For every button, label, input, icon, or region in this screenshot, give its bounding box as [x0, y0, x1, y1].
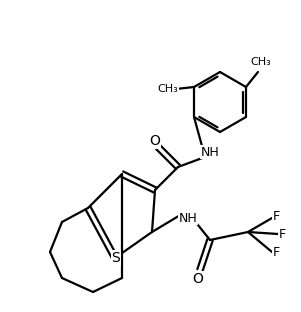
Text: F: F [278, 227, 286, 241]
Text: F: F [272, 246, 280, 260]
Text: CH₃: CH₃ [251, 57, 272, 67]
Text: S: S [112, 251, 120, 265]
Text: O: O [150, 134, 160, 148]
Text: CH₃: CH₃ [158, 84, 178, 94]
Text: NH: NH [178, 212, 197, 225]
Text: NH: NH [201, 145, 219, 158]
Text: F: F [272, 211, 280, 223]
Text: O: O [193, 272, 203, 286]
